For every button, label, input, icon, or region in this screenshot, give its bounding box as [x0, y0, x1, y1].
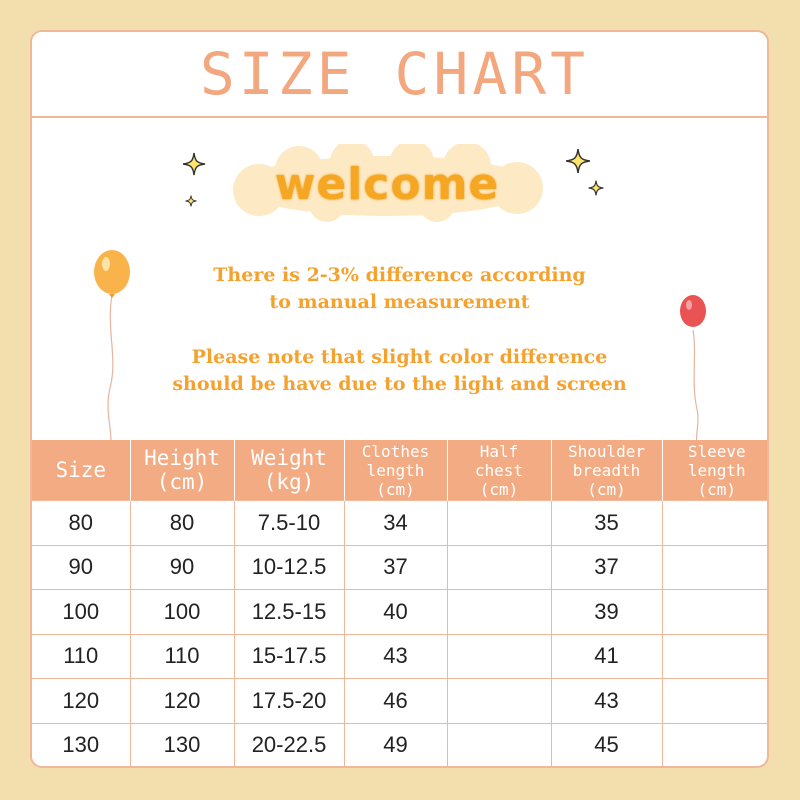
- header-unit: (cm): [587, 479, 626, 499]
- cell-height: 130: [129, 722, 234, 766]
- cell-shoulder-breadth: 37: [550, 544, 662, 590]
- cell-clothes-length: 34: [343, 500, 447, 545]
- header-label: Shoulder: [567, 441, 646, 461]
- sparkle-icon: [565, 148, 591, 174]
- header-unit: (cm): [479, 479, 519, 499]
- page-title: SIZE CHART: [199, 40, 590, 108]
- cell-height: 100: [129, 589, 234, 634]
- welcome-banner: welcome: [217, 144, 557, 224]
- header-label: Height: [144, 446, 220, 470]
- header-label: length: [687, 460, 746, 480]
- note-line: should be have due to the light and scre…: [172, 373, 627, 395]
- table-row: 80 80 7.5-10 34 35: [32, 500, 767, 545]
- cell-shoulder-breadth: 45: [550, 722, 662, 766]
- cell-shoulder-breadth: 35: [550, 500, 662, 545]
- sparkle-icon: [588, 180, 604, 196]
- cell-half-chest: [446, 589, 551, 634]
- note-line: There is 2-3% difference according: [213, 264, 586, 286]
- cell-shoulder-breadth: 39: [550, 589, 662, 634]
- cloud-icon: [233, 144, 543, 222]
- cell-weight: 17.5-20: [233, 678, 344, 723]
- header-unit: (cm): [376, 479, 415, 499]
- header-half-chest: Half chest (cm): [446, 440, 551, 501]
- header-label: Clothes: [361, 441, 430, 461]
- header-label: breadth: [572, 460, 641, 480]
- cell-clothes-length: 37: [343, 544, 447, 590]
- header-label: chest: [474, 460, 524, 480]
- table-row: 130 130 20-22.5 49 45: [32, 722, 767, 766]
- sparkle-icon: [182, 152, 206, 176]
- cell-half-chest: [446, 633, 551, 679]
- cell-half-chest: [446, 722, 551, 766]
- header-size: Size: [32, 440, 130, 501]
- header-shoulder-breadth: Shoulder breadth (cm): [550, 440, 662, 501]
- size-table: Size Height (cm) Weight (kg) Clothes len…: [32, 440, 767, 766]
- cell-weight: 10-12.5: [233, 544, 344, 590]
- table-header-row: Size Height (cm) Weight (kg) Clothes len…: [32, 440, 767, 501]
- cell-height: 110: [129, 633, 234, 679]
- note-line: to manual measurement: [269, 291, 530, 313]
- size-chart-card: SIZE CHART welcome: [30, 30, 769, 768]
- header-clothes-length: Clothes length (cm): [343, 440, 447, 501]
- cell-size: 90: [32, 544, 130, 590]
- header-unit: (cm): [697, 479, 737, 499]
- header-label: Size: [55, 458, 107, 482]
- cell-half-chest: [446, 678, 551, 723]
- header-unit: (kg): [263, 470, 315, 494]
- header-height: Height (cm): [129, 440, 234, 501]
- title-bar: SIZE CHART: [32, 32, 767, 118]
- cell-height: 80: [129, 500, 234, 545]
- note-line: Please note that slight color difference: [191, 346, 608, 368]
- table-row: 90 90 10-12.5 37 37: [32, 544, 767, 590]
- cell-clothes-length: 46: [343, 678, 447, 723]
- cell-size: 120: [32, 678, 130, 723]
- color-note: Please note that slight color difference…: [32, 344, 767, 398]
- cell-shoulder-breadth: 41: [550, 633, 662, 679]
- cell-height: 90: [129, 544, 234, 590]
- cell-sleeve-length: [661, 678, 767, 723]
- table-row: 120 120 17.5-20 46 43: [32, 678, 767, 723]
- cell-sleeve-length: [661, 589, 767, 634]
- table-row: 110 110 15-17.5 43 41: [32, 633, 767, 679]
- cell-shoulder-breadth: 43: [550, 678, 662, 723]
- header-label: Weight: [251, 446, 327, 470]
- cell-half-chest: [446, 500, 551, 545]
- cell-weight: 15-17.5: [233, 633, 344, 679]
- cell-clothes-length: 40: [343, 589, 447, 634]
- cell-size: 130: [32, 722, 130, 766]
- cell-height: 120: [129, 678, 234, 723]
- cell-size: 80: [32, 500, 130, 545]
- header-sleeve-length: Sleeve length (cm): [661, 440, 767, 501]
- cell-half-chest: [446, 544, 551, 590]
- cell-sleeve-length: [661, 633, 767, 679]
- welcome-text: welcome: [274, 158, 500, 210]
- cell-sleeve-length: [661, 500, 767, 545]
- red-balloon-icon: [680, 295, 706, 444]
- header-label: Sleeve: [687, 441, 746, 461]
- cell-sleeve-length: [661, 544, 767, 590]
- cell-clothes-length: 43: [343, 633, 447, 679]
- table-row: 100 100 12.5-15 40 39: [32, 589, 767, 634]
- cell-clothes-length: 49: [343, 722, 447, 766]
- sparkle-icon: [185, 195, 197, 207]
- cell-weight: 12.5-15: [233, 589, 344, 634]
- measurement-note: There is 2-3% difference according to ma…: [32, 262, 767, 316]
- header-unit: (cm): [156, 470, 208, 494]
- header-label: length: [366, 460, 425, 480]
- cell-sleeve-length: [661, 722, 767, 766]
- cell-weight: 20-22.5: [233, 722, 344, 766]
- cell-weight: 7.5-10: [233, 500, 344, 545]
- header-weight: Weight (kg): [233, 440, 344, 501]
- header-label: Half: [479, 441, 519, 461]
- cell-size: 110: [32, 633, 130, 679]
- orange-balloon-icon: [94, 250, 130, 448]
- cell-size: 100: [32, 589, 130, 634]
